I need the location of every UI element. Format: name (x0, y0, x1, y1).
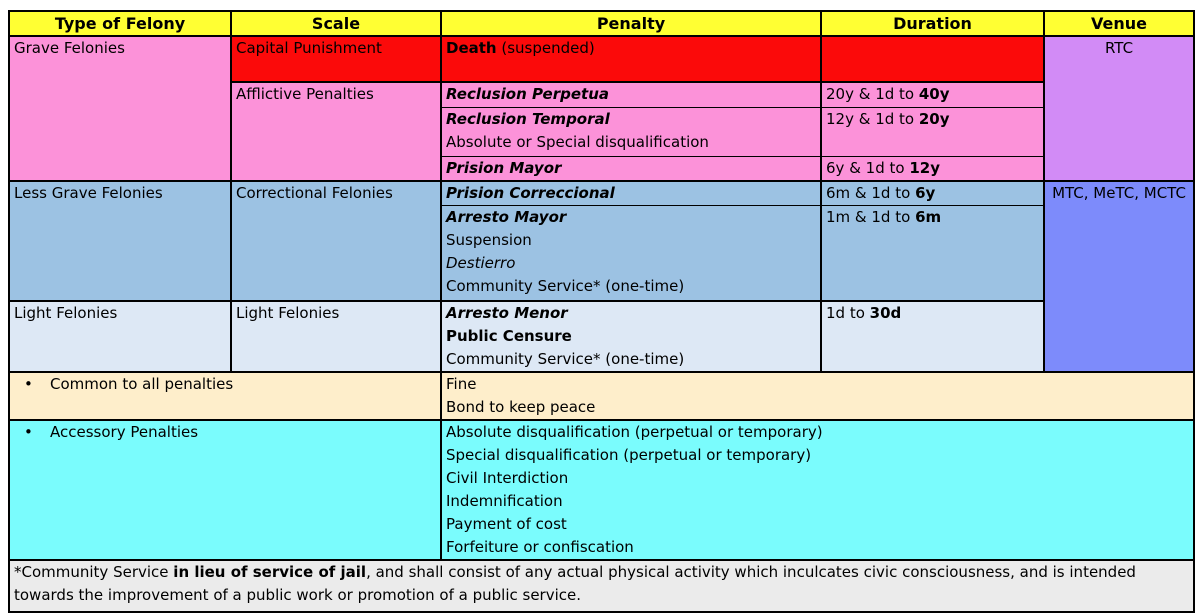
cell-duration-temporal: 12y & 1d to 20y (820, 106, 1045, 157)
cell-arresto-mayor-group: Arresto Mayor Suspension Destierro Commu… (440, 205, 822, 302)
row-capital-punishment: Grave Felonies Capital Punishment Death … (8, 35, 1195, 182)
col-header-venue: Venue (1043, 10, 1195, 37)
death-label: Death (446, 39, 497, 57)
row-common-penalties: • Common to all penalties Fine Bond to ke… (8, 370, 1195, 421)
list-item: Forfeiture or confiscation (446, 537, 634, 556)
cell-accessory-items: Absolute disqualification (perpetual or … (440, 418, 1195, 561)
public-censure-line: Public Censure (446, 326, 572, 345)
cell-common-label: • Common to all penalties (8, 370, 442, 421)
list-item: Absolute disqualification (perpetual or … (446, 422, 823, 441)
cell-death-duration-empty (820, 35, 1045, 83)
list-item: Special disqualification (perpetual or t… (446, 445, 812, 464)
cell-venue-rtc: RTC (1043, 35, 1195, 182)
header-row: Type of Felony Scale Penalty Duration Ve… (8, 10, 1195, 37)
cell-footnote: *Community Service in lieu of service of… (8, 558, 1195, 613)
cell-death-penalty: Death (suspended) (440, 35, 822, 83)
cell-grave-felonies: Grave Felonies (8, 35, 232, 182)
cell-capital-punishment: Capital Punishment (230, 35, 442, 83)
community-service-line: Community Service* (one-time) (446, 349, 685, 368)
col-header-scale: Scale (230, 10, 442, 37)
bullet-icon: • (24, 422, 33, 441)
cell-accessory-label: • Accessory Penalties (8, 418, 442, 561)
cell-common-items: Fine Bond to keep peace (440, 370, 1195, 421)
list-item: Payment of cost (446, 514, 567, 533)
row-accessory-penalties: • Accessory Penalties Absolute disqualifi… (8, 418, 1195, 561)
cell-duration-arresto-mayor: 1m & 1d to 6m (820, 205, 1045, 302)
cell-arresto-menor-group: Arresto Menor Public Censure Community S… (440, 299, 822, 373)
col-header-type-of-felony: Type of Felony (8, 10, 232, 37)
cell-reclusion-temporal: Reclusion Temporal Absolute or Special d… (440, 106, 822, 157)
bullet-icon: • (24, 374, 33, 393)
cell-duration-correccional: 6m & 1d to 6y (820, 179, 1045, 206)
cell-prision-mayor: Prision Mayor (440, 155, 822, 182)
suspension-line: Suspension (446, 231, 532, 249)
community-service-line: Community Service* (one-time) (446, 277, 685, 295)
row-prision-mayor: Prision Mayor 6y & 1d to 12y (9, 155, 1194, 182)
list-item: Bond to keep peace (446, 397, 596, 416)
list-item: Indemnification (446, 491, 563, 510)
cell-prision-correccional: Prision Correccional (440, 179, 822, 206)
cell-duration-arresto-menor: 1d to 30d (820, 299, 1045, 373)
col-header-penalty: Penalty (440, 10, 822, 37)
row-arresto-mayor: Arresto Mayor Suspension Destierro Commu… (9, 205, 1194, 302)
cell-duration-perpetua: 20y & 1d to 40y (820, 81, 1045, 108)
col-header-duration: Duration (820, 10, 1045, 37)
cell-afflictive-penalties: Afflictive Penalties (230, 81, 442, 182)
cell-light-felonies-type: Light Felonies (8, 299, 232, 373)
row-footnote: *Community Service in lieu of service of… (8, 558, 1195, 613)
cell-correctional-felonies: Correctional Felonies (230, 179, 442, 302)
felony-penalty-table: Type of Felony Scale Penalty Duration Ve… (8, 10, 1195, 613)
temporal-disqualification-line: Absolute or Special disqualification (446, 132, 709, 151)
row-light-felonies: Light Felonies Light Felonies Arresto Me… (8, 299, 1194, 373)
death-suspended-label: (suspended) (496, 39, 595, 57)
destierro-line: Destierro (446, 254, 516, 272)
cell-duration-prision-mayor: 6y & 1d to 12y (820, 155, 1045, 182)
list-item: Fine (446, 374, 477, 393)
cell-light-felonies-scale: Light Felonies (230, 299, 442, 373)
cell-venue-mtc: MTC, MeTC, MCTC (1043, 179, 1195, 373)
row-reclusion-perpetua: Afflictive Penalties Reclusion Perpetua … (9, 81, 1194, 182)
row-prision-correccional: Less Grave Felonies Correctional Felonie… (8, 179, 1195, 373)
cell-less-grave-felonies: Less Grave Felonies (8, 179, 232, 302)
list-item: Civil Interdiction (446, 468, 569, 487)
cell-reclusion-perpetua: Reclusion Perpetua (440, 81, 822, 108)
row-reclusion-temporal: Reclusion Temporal Absolute or Special d… (9, 106, 1194, 157)
footnote-bold-phrase: in lieu of service of jail (173, 562, 367, 581)
